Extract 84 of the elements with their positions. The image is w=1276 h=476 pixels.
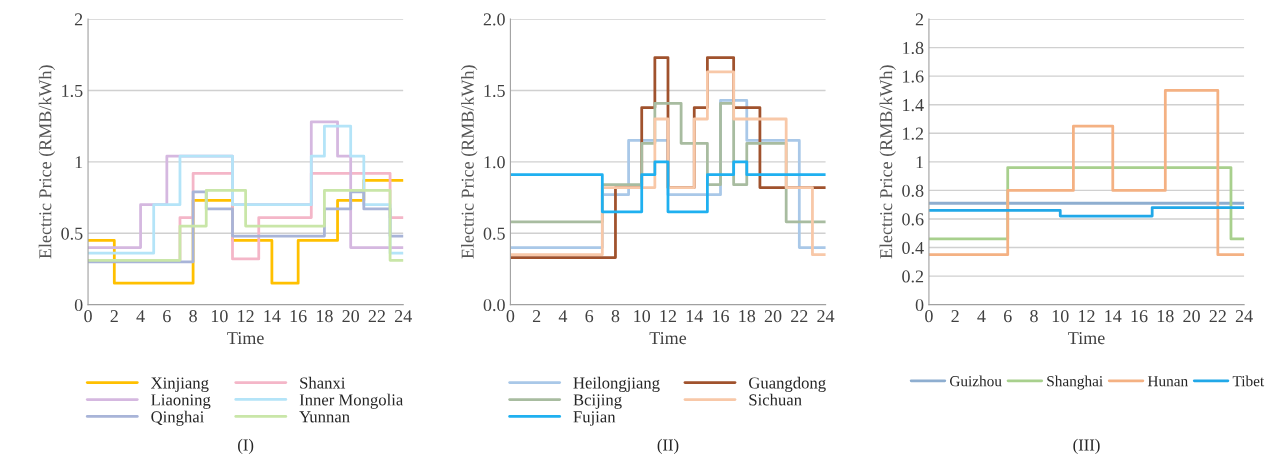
x-tick-label: 24 xyxy=(817,310,835,323)
x-tick-label: 18 xyxy=(739,310,756,323)
legend-label: Shanxi xyxy=(300,376,346,389)
y-tick-label: 1.5 xyxy=(484,84,505,97)
x-tick-label: 16 xyxy=(713,310,729,323)
x-tick-label: 10 xyxy=(1052,310,1069,323)
x-tick-label: 10 xyxy=(634,310,651,323)
y-tick-label: 0.4 xyxy=(902,241,924,255)
y-tick-label: 0.6 xyxy=(902,213,924,226)
x-tick-label: 18 xyxy=(1157,310,1174,323)
y-axis-title: Electric Price (RMB/kWh) xyxy=(38,65,56,259)
y-tick-label: 1 xyxy=(916,156,923,169)
x-tick-label: 20 xyxy=(1183,310,1200,323)
y-tick-label: 1.6 xyxy=(903,70,924,83)
y-tick-label: 1.8 xyxy=(903,41,924,55)
legend-label: Fujian xyxy=(573,411,616,426)
y-tick-label: 2.0 xyxy=(483,13,505,26)
x-tick-label: 20 xyxy=(342,310,360,323)
legend-label: Liaoning xyxy=(151,394,211,409)
x-tick-label: 6 xyxy=(585,310,594,323)
x-tick-label: 24 xyxy=(1235,310,1253,323)
x-tick-label: 4 xyxy=(558,310,568,323)
y-tick-label: 0.2 xyxy=(902,270,924,283)
y-tick-label: 0.5 xyxy=(483,227,505,240)
legend-label: Tibet xyxy=(1232,375,1265,387)
legend-label: Shanghai xyxy=(1047,375,1103,390)
x-tick-label: 0 xyxy=(506,310,515,323)
x-tick-label: 2 xyxy=(532,310,541,323)
y-axis-title: Electric Price (RMB/kWh) xyxy=(461,65,478,259)
y-tick-label: 2 xyxy=(74,13,83,26)
x-axis-title: Time xyxy=(1068,332,1105,345)
x-tick-label: 12 xyxy=(1079,310,1095,323)
x-tick-label: 8 xyxy=(189,310,197,323)
y-axis-title: Electric Price (RMB/kWh) xyxy=(879,65,896,259)
y-tick-label: 1.2 xyxy=(903,127,924,140)
x-tick-label: 22 xyxy=(1209,310,1226,323)
x-tick-label: 2 xyxy=(110,310,118,323)
x-tick-label: 10 xyxy=(211,310,228,323)
legend-label: Guangdong xyxy=(749,376,826,393)
x-tick-label: 16 xyxy=(1131,310,1148,323)
legend-label: Guizhou xyxy=(949,375,1002,387)
y-tick-label: 0.0 xyxy=(483,298,505,312)
x-tick-label: 14 xyxy=(264,310,281,323)
x-tick-label: 0 xyxy=(925,310,933,323)
x-tick-label: 12 xyxy=(660,310,677,323)
y-tick-label: 0.5 xyxy=(61,227,83,240)
x-tick-label: 22 xyxy=(368,310,385,323)
x-tick-label: 12 xyxy=(238,310,254,323)
x-tick-label: 4 xyxy=(977,310,986,323)
legend-label: Yunnan xyxy=(299,411,350,423)
x-tick-label: 8 xyxy=(611,310,620,323)
text: (I) xyxy=(238,438,254,454)
x-tick-label: 6 xyxy=(163,310,171,323)
x-axis-title: Time xyxy=(649,332,687,345)
y-tick-label: 1 xyxy=(75,156,83,169)
x-tick-label: 20 xyxy=(764,310,782,323)
legend-label: Xinjiang xyxy=(150,377,209,393)
legend-label: Heilongjiang xyxy=(573,376,660,393)
x-tick-label: 14 xyxy=(686,310,703,323)
y-tick-label: 0 xyxy=(74,298,83,312)
y-tick-label: 1.4 xyxy=(903,99,924,112)
legend-label: Hunan xyxy=(1147,376,1188,387)
legend-label: Bcijing xyxy=(573,394,622,409)
x-tick-label: 2 xyxy=(951,310,959,323)
x-tick-label: 18 xyxy=(316,310,333,323)
legend-label: Sichuan xyxy=(749,393,802,406)
x-tick-label: 0 xyxy=(84,310,92,323)
text: (III) xyxy=(1073,438,1100,454)
x-tick-label: 4 xyxy=(136,310,145,323)
legend-label: Inner Mongolia xyxy=(299,393,404,409)
x-tick-label: 6 xyxy=(1003,310,1012,323)
x-tick-label: 8 xyxy=(1030,310,1038,323)
x-tick-label: 24 xyxy=(394,310,412,323)
x-tick-label: 14 xyxy=(1105,310,1122,323)
y-tick-label: 2 xyxy=(915,13,924,26)
y-tick-label: 0 xyxy=(915,298,924,312)
y-tick-label: 1.0 xyxy=(484,156,505,169)
x-tick-label: 22 xyxy=(791,310,808,323)
x-tick-label: 16 xyxy=(290,310,307,323)
text: (II) xyxy=(657,438,679,454)
y-tick-label: 0.8 xyxy=(902,184,924,197)
y-tick-label: 1.5 xyxy=(62,84,83,97)
legend-label: Qinghai xyxy=(151,410,204,426)
x-axis-title: Time xyxy=(227,332,264,345)
